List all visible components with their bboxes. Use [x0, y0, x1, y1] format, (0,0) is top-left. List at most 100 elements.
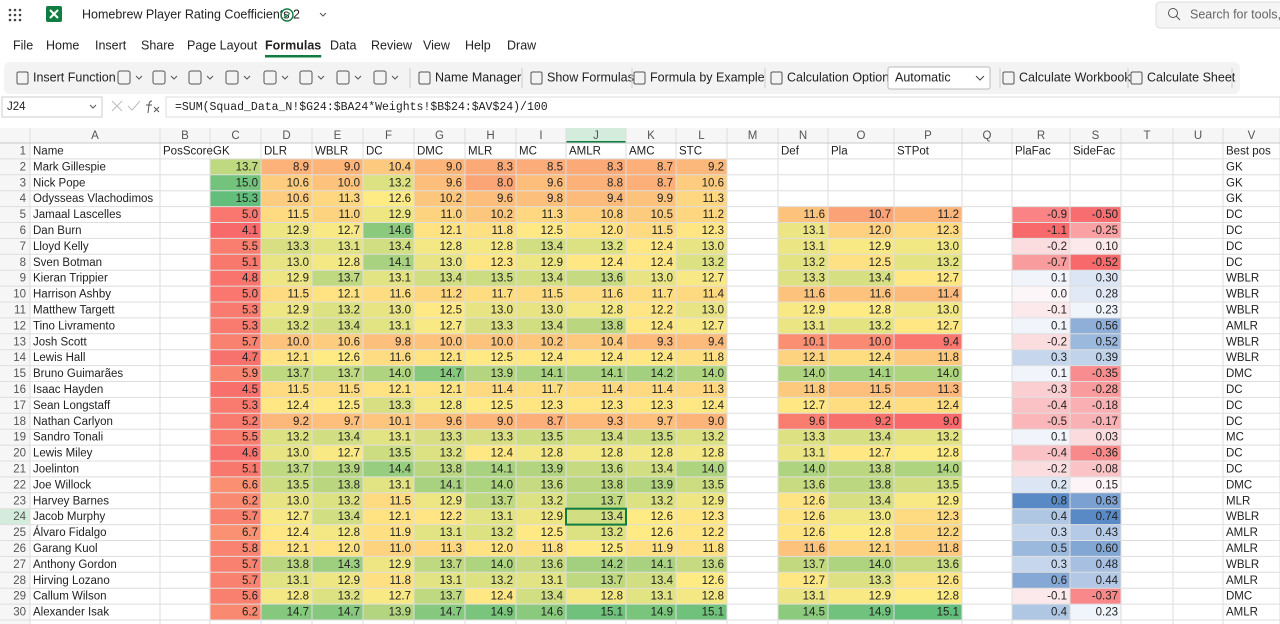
- cell-number[interactable]: 0.60: [1096, 543, 1118, 555]
- cell-number[interactable]: 13.4: [651, 463, 674, 475]
- cell-number[interactable]: 12.1: [389, 384, 411, 396]
- cell-number[interactable]: 12.4: [869, 400, 892, 412]
- cell-number[interactable]: 10.0: [338, 177, 360, 189]
- cell-number[interactable]: -0.2: [1047, 463, 1067, 475]
- ribbon-command[interactable]: Name Manager: [435, 70, 521, 84]
- cell-number[interactable]: 11.3: [702, 193, 724, 205]
- cell-number[interactable]: -0.28: [1092, 384, 1118, 396]
- cell-number[interactable]: 8.5: [547, 161, 563, 173]
- cell-number[interactable]: 10.1: [389, 416, 411, 428]
- cell-text[interactable]: GK: [213, 145, 230, 157]
- cell-number[interactable]: 12.8: [338, 527, 360, 539]
- cell-number[interactable]: 12.9: [541, 257, 563, 269]
- cell-number[interactable]: 12.6: [803, 495, 825, 507]
- cell-text[interactable]: Joelinton: [33, 463, 79, 475]
- cell-number[interactable]: 13.8: [287, 559, 309, 571]
- cell-number[interactable]: 14.0: [702, 368, 724, 380]
- cell-number[interactable]: 13.4: [869, 432, 892, 444]
- cell-number[interactable]: -0.36: [1092, 448, 1118, 460]
- cell-number[interactable]: 9.0: [708, 416, 724, 428]
- cell-number[interactable]: 13.7: [338, 368, 360, 380]
- cell-number[interactable]: 12.4: [651, 352, 674, 364]
- cell-number[interactable]: 13.6: [937, 559, 959, 571]
- cell-number[interactable]: -0.1: [1047, 591, 1067, 603]
- cell-number[interactable]: 14.0: [869, 559, 891, 571]
- cell-number[interactable]: 13.2: [601, 527, 623, 539]
- cell-text[interactable]: Anthony Gordon: [33, 559, 117, 571]
- cell-text[interactable]: Josh Scott: [33, 336, 87, 348]
- cell-number[interactable]: 12.7: [937, 273, 959, 285]
- row-number[interactable]: 7: [20, 241, 26, 253]
- cell-number[interactable]: 11.8: [937, 543, 959, 555]
- cell-number[interactable]: 5.0: [242, 209, 258, 221]
- cell-number[interactable]: 5.6: [242, 591, 258, 603]
- cell-number[interactable]: 13.7: [287, 463, 309, 475]
- cell-number[interactable]: 14.5: [803, 607, 825, 619]
- row-number[interactable]: 24: [13, 511, 26, 523]
- column-letter[interactable]: H: [486, 130, 494, 142]
- cell-number[interactable]: 13.0: [287, 495, 309, 507]
- cell-number[interactable]: 9.8: [395, 336, 411, 348]
- name-box-text[interactable]: J24: [7, 101, 26, 113]
- cell-number[interactable]: 10.6: [287, 177, 309, 189]
- cell-number[interactable]: 13.7: [491, 495, 513, 507]
- cell-number[interactable]: 12.6: [803, 527, 825, 539]
- cell-number[interactable]: 12.1: [287, 543, 309, 555]
- cell-number[interactable]: 8.3: [497, 161, 513, 173]
- row-number[interactable]: 13: [13, 336, 26, 348]
- cell-number[interactable]: 5.5: [242, 241, 258, 253]
- cell-number[interactable]: 10.6: [702, 177, 724, 189]
- row-number[interactable]: 20: [13, 448, 26, 460]
- column-letter[interactable]: B: [181, 130, 189, 142]
- row-number[interactable]: 15: [13, 368, 26, 380]
- ribbon-command[interactable]: Formula by Example: [650, 70, 765, 84]
- name-box[interactable]: [1, 96, 103, 118]
- cell-number[interactable]: 14.6: [389, 225, 411, 237]
- cell-number[interactable]: -0.5: [1047, 416, 1067, 428]
- cell-text[interactable]: MLR: [1226, 495, 1250, 507]
- cell-number[interactable]: 13.8: [338, 479, 360, 491]
- ribbon-command[interactable]: Show Formulas: [547, 70, 634, 84]
- cell-number[interactable]: 10.8: [601, 209, 623, 221]
- cell-number[interactable]: 0.23: [1096, 304, 1118, 316]
- column-letter[interactable]: P: [924, 130, 932, 142]
- cell-number[interactable]: 12.9: [287, 304, 309, 316]
- cell-number[interactable]: 13.9: [389, 607, 411, 619]
- cell-number[interactable]: 13.3: [287, 241, 309, 253]
- name-box-chevron[interactable]: [89, 104, 97, 109]
- cell-text[interactable]: PlaFac: [1015, 145, 1051, 157]
- cell-number[interactable]: 0.03: [1096, 432, 1118, 444]
- cell-number[interactable]: 12.7: [702, 320, 724, 332]
- cell-number[interactable]: 0.5: [1051, 543, 1067, 555]
- menu-tab[interactable]: File: [13, 38, 33, 52]
- cell-number[interactable]: 14.1: [440, 479, 462, 491]
- formula-text[interactable]: =SUM(Squad_Data_N!$G24:$BA24*Weights!$B$…: [175, 101, 548, 114]
- cell-number[interactable]: 13.0: [541, 304, 563, 316]
- cell-number[interactable]: 12.2: [702, 527, 724, 539]
- cell-number[interactable]: 13.8: [869, 463, 891, 475]
- cell-number[interactable]: 0.30: [1096, 273, 1118, 285]
- cell-number[interactable]: 5.0: [242, 289, 258, 301]
- cell-text[interactable]: Garang Kuol: [33, 543, 98, 555]
- cell-number[interactable]: 10.1: [803, 336, 825, 348]
- cell-number[interactable]: 12.5: [338, 400, 360, 412]
- cell-number[interactable]: 13.9: [541, 463, 563, 475]
- menu-tab[interactable]: Share: [141, 38, 174, 52]
- cell-number[interactable]: 11.5: [338, 384, 360, 396]
- cell-text[interactable]: Matthew Targett: [33, 304, 115, 316]
- cell-number[interactable]: 13.6: [541, 559, 563, 571]
- cell-number[interactable]: 11.8: [803, 384, 825, 396]
- cell-number[interactable]: 12.9: [869, 241, 891, 253]
- cell-number[interactable]: 11.6: [389, 352, 411, 364]
- cell-number[interactable]: 9.7: [657, 416, 673, 428]
- cell-number[interactable]: 12.7: [937, 320, 959, 332]
- cell-text[interactable]: GK: [1226, 193, 1243, 205]
- cell-number[interactable]: 11.6: [803, 543, 825, 555]
- cell-number[interactable]: 4.1: [242, 225, 258, 237]
- cell-number[interactable]: 0.28: [1096, 289, 1118, 301]
- cell-number[interactable]: 15.0: [236, 177, 258, 189]
- cell-number[interactable]: 11.3: [702, 384, 724, 396]
- cell-number[interactable]: 11.5: [287, 209, 309, 221]
- cell-number[interactable]: 5.7: [242, 575, 258, 587]
- cell-number[interactable]: 13.0: [287, 257, 309, 269]
